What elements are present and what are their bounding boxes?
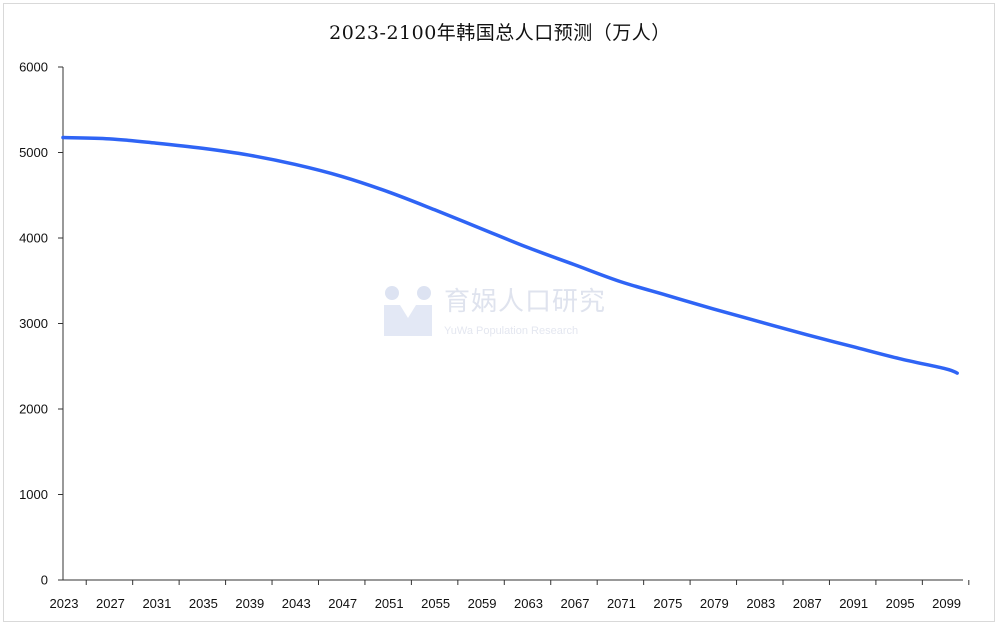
data-point [387, 191, 389, 193]
data-point [573, 263, 575, 265]
y-tick-label: 4000 [19, 231, 48, 246]
chart-title: 2023-2100年韩国总人口预测（万人） [329, 22, 671, 44]
watermark-subtitle: YuWa Population Research [444, 325, 578, 337]
x-tick-label: 2067 [561, 596, 590, 611]
x-tick-label: 2035 [189, 596, 218, 611]
x-tick-label: 2039 [235, 596, 264, 611]
watermark: 育娲人口研究 YuWa Population Research [384, 286, 606, 337]
y-tick-label: 1000 [19, 487, 48, 502]
x-tick-label: 2083 [746, 596, 775, 611]
y-tick-label: 2000 [19, 402, 48, 417]
data-point [526, 246, 528, 248]
data-point [480, 227, 482, 229]
data-point [619, 280, 621, 282]
yuwa-logo-icon [384, 286, 432, 336]
data-point [759, 321, 761, 323]
x-tick-label: 2043 [282, 596, 311, 611]
series-line [61, 135, 959, 375]
watermark-title: 育娲人口研究 [444, 287, 606, 317]
data-point [294, 163, 296, 165]
x-tick-label: 2055 [421, 596, 450, 611]
data-point [433, 209, 435, 211]
x-tick-label: 2091 [839, 596, 868, 611]
x-tick-label: 2063 [514, 596, 543, 611]
data-point [62, 136, 64, 138]
x-tick-label: 2027 [96, 596, 125, 611]
x-tick-label: 2031 [142, 596, 171, 611]
x-tick-label: 2047 [328, 596, 357, 611]
x-tick-label: 2075 [653, 596, 682, 611]
y-axis-ticks: 0 1000 2000 3000 4000 5000 6000 [19, 60, 63, 588]
data-point [851, 345, 853, 347]
y-tick-label: 3000 [19, 316, 48, 331]
data-point [712, 308, 714, 310]
data-point [805, 333, 807, 335]
axes [62, 67, 963, 581]
data-point [248, 154, 250, 156]
data-point [666, 294, 668, 296]
series-layer [61, 135, 959, 375]
y-tick-label: 0 [41, 573, 48, 588]
x-tick-label: 2079 [700, 596, 729, 611]
x-tick-label: 2087 [793, 596, 822, 611]
chart-frame [3, 3, 995, 622]
x-tick-label: 2051 [375, 596, 404, 611]
data-point [108, 138, 110, 140]
data-point [341, 175, 343, 177]
x-tick-label: 2023 [50, 596, 79, 611]
x-axis-ticks: 2023 2027 2031 2035 2039 2043 2047 2051 2055 2059… [50, 580, 970, 611]
data-point [944, 368, 946, 370]
x-tick-label: 2095 [886, 596, 915, 611]
data-point [898, 357, 900, 359]
x-tick-label: 2071 [607, 596, 636, 611]
y-tick-label: 5000 [19, 145, 48, 160]
data-point [201, 147, 203, 149]
y-tick-label: 6000 [19, 60, 48, 75]
data-point [155, 142, 157, 144]
x-tick-label: 2099 [932, 596, 961, 611]
data-point [956, 372, 958, 374]
x-tick-label: 2059 [468, 596, 497, 611]
